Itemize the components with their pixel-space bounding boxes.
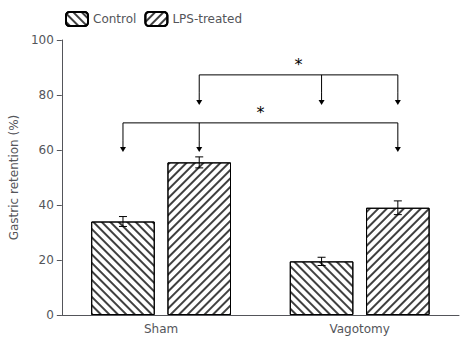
svg-text:LPS-treated: LPS-treated [172,12,242,26]
svg-text:80: 80 [39,88,54,102]
svg-text:Sham: Sham [144,322,178,336]
svg-text:100: 100 [31,33,54,47]
svg-text:*: * [295,55,303,74]
svg-text:Vagotomy: Vagotomy [329,322,389,336]
svg-text:Gastric retention (%): Gastric retention (%) [7,115,21,241]
svg-text:40: 40 [39,198,54,212]
svg-text:Control: Control [93,12,136,26]
svg-text:*: * [256,103,264,122]
svg-text:0: 0 [46,308,54,322]
svg-text:20: 20 [39,253,54,267]
svg-text:60: 60 [39,143,54,157]
